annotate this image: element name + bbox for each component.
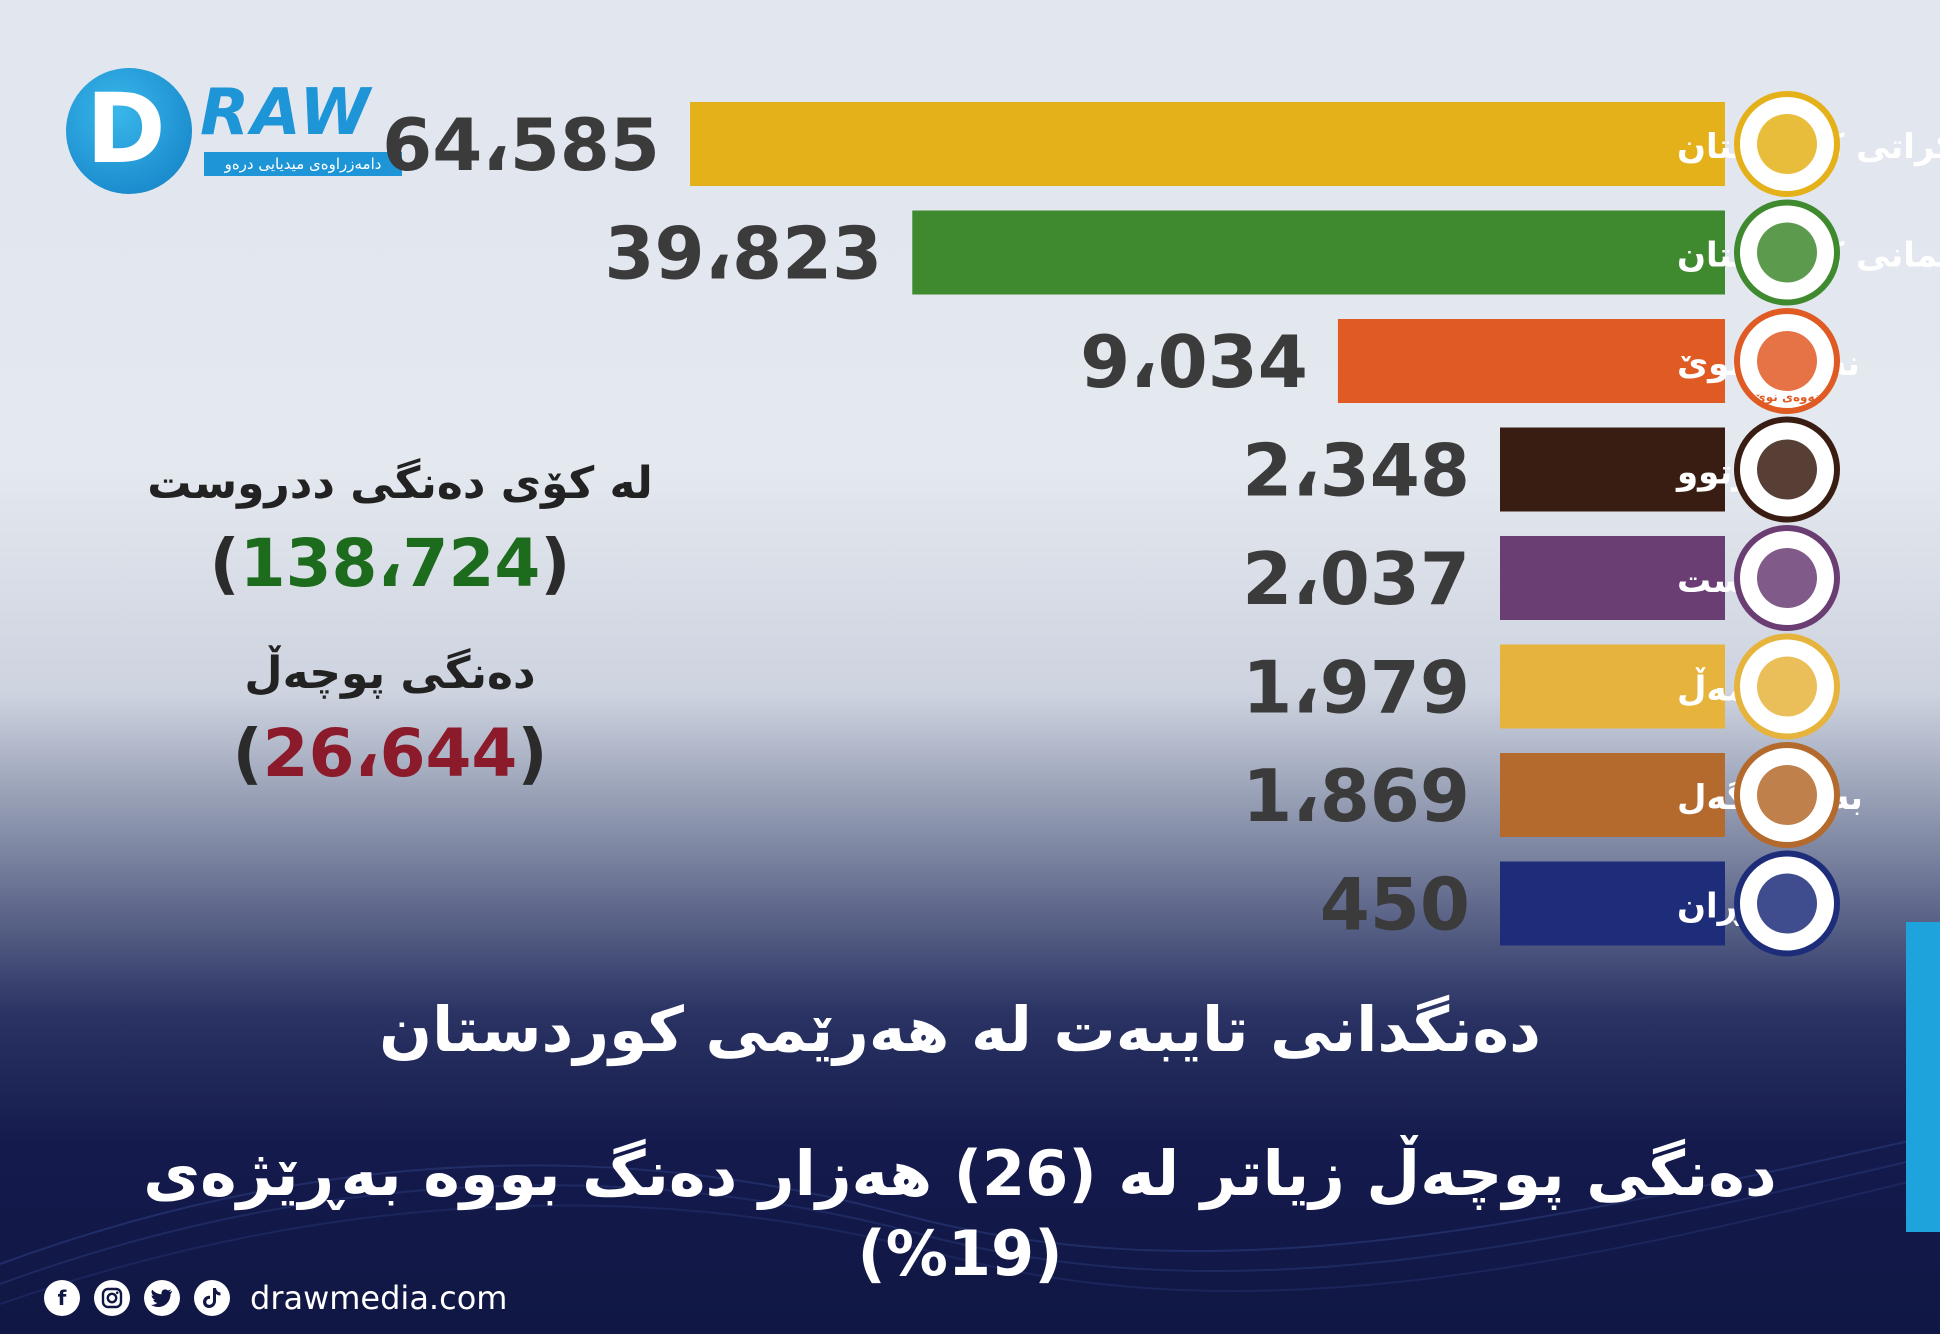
- party-emblem-6: [1757, 656, 1817, 717]
- bar-6: [1500, 644, 1725, 729]
- headline-line-1: دەنگدانی تایبەت لە هەرێمی کوردستان: [379, 993, 1541, 1066]
- value-label-2: 39،823: [604, 212, 882, 296]
- footer: f drawmedia.com: [44, 1278, 507, 1318]
- headline-line-2: دەنگی پوچەڵ زیاتر لە (26) هەزار دەنگ بوو…: [143, 1137, 1777, 1290]
- instagram-icon[interactable]: [94, 1280, 130, 1316]
- invalid-votes-number: 26،644: [262, 715, 518, 792]
- draw-logo: D RAW دامەزراوەی میدیایی درەو: [66, 64, 416, 198]
- party-logo-text-3: نەوەی نوێ: [1755, 390, 1820, 405]
- party-emblem-7: [1757, 765, 1817, 825]
- bar-7: [1500, 753, 1725, 837]
- facebook-icon[interactable]: f: [44, 1280, 80, 1316]
- valid-votes-value: (138،724): [190, 524, 590, 604]
- valid-votes-label: لە کۆی دەنگی ددروست: [147, 458, 653, 509]
- close-paren: ): [517, 715, 548, 792]
- accent-bar: [1906, 922, 1940, 1232]
- logo-circle: [66, 68, 192, 194]
- value-label-4: 2،348: [1242, 429, 1470, 513]
- background-wave: [0, 1133, 1940, 1305]
- tiktok-icon[interactable]: [194, 1280, 230, 1316]
- website-link[interactable]: drawmedia.com: [250, 1279, 508, 1317]
- logo-word: RAW: [200, 76, 372, 150]
- bar-3: [1337, 319, 1725, 403]
- twitter-icon[interactable]: [144, 1280, 180, 1316]
- value-label-6: 1،979: [1242, 646, 1470, 730]
- party-emblem-3: [1757, 331, 1817, 391]
- value-label-8: 450: [1320, 863, 1470, 947]
- logo-letter: D: [86, 73, 166, 185]
- bar-8: [1500, 861, 1725, 946]
- logo-tagline: دامەزراوەی میدیایی درەو: [204, 152, 402, 176]
- party-emblem-2: [1757, 222, 1817, 283]
- open-paren: (: [232, 715, 263, 792]
- party-emblem-5: [1757, 548, 1817, 608]
- bar-1: [690, 102, 1725, 186]
- value-label-7: 1،869: [1242, 754, 1470, 838]
- invalid-votes-label: دەنگی پوچەڵ: [244, 648, 536, 699]
- party-emblem-8: [1757, 873, 1817, 934]
- bar-4: [1500, 427, 1725, 512]
- value-label-5: 2،037: [1242, 537, 1470, 621]
- invalid-votes-value: (26،644): [190, 714, 590, 794]
- valid-votes-number: 138،724: [239, 525, 541, 602]
- party-emblem-1: [1757, 114, 1817, 174]
- bar-2: [912, 210, 1725, 295]
- value-label-3: 9،034: [1080, 320, 1308, 404]
- party-emblem-4: [1757, 439, 1817, 500]
- open-paren: (: [209, 525, 240, 602]
- bar-5: [1500, 536, 1725, 620]
- value-label-1: 64،585: [382, 103, 660, 187]
- close-paren: ): [540, 525, 571, 602]
